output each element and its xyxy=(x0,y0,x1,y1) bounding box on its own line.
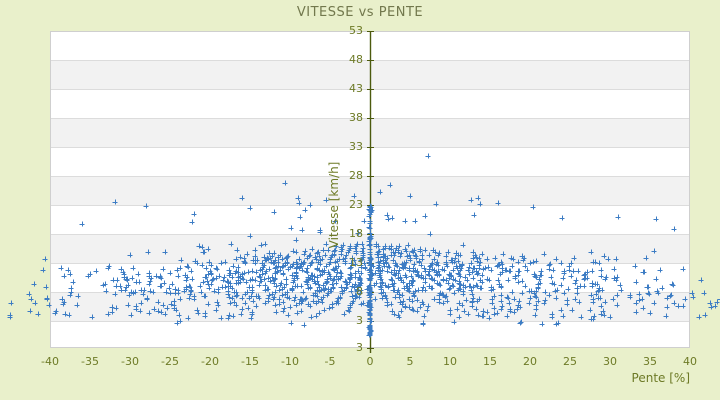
x-axis-label: Pente [%] xyxy=(631,371,690,385)
chart-title: VITESSE vs PENTE xyxy=(296,5,424,20)
y-tick-label: 23 xyxy=(349,198,363,211)
x-tick-label: 0 xyxy=(366,355,374,368)
x-tick-label: -15 xyxy=(241,355,259,368)
y-tick-label: 3 xyxy=(356,314,363,327)
x-tick-label: -40 xyxy=(41,355,59,368)
x-tick-label: 5 xyxy=(406,355,414,368)
x-tick-label: -35 xyxy=(81,355,99,368)
x-tick-label: -10 xyxy=(281,355,299,368)
y-tick-label: 33 xyxy=(349,140,363,153)
y-tick-label: 48 xyxy=(349,53,363,66)
y-tick-label: 53 xyxy=(349,24,363,37)
y-tick-label: 18 xyxy=(349,227,363,240)
x-tick-label: 25 xyxy=(563,355,577,368)
x-tick-label: -30 xyxy=(121,355,139,368)
x-tick-label: 40 xyxy=(683,355,697,368)
y-axis-end-label: 3 xyxy=(356,341,363,354)
x-tick-label: 35 xyxy=(643,355,657,368)
x-tick-label: 20 xyxy=(523,355,537,368)
x-tick-label: -20 xyxy=(201,355,219,368)
x-tick-label: 30 xyxy=(603,355,617,368)
x-tick-label: 10 xyxy=(443,355,457,368)
x-tick-label: 15 xyxy=(483,355,497,368)
y-tick-label: 28 xyxy=(349,169,363,182)
y-tick-label: 8 xyxy=(356,285,363,298)
x-tick-label: -25 xyxy=(161,355,179,368)
y-tick-label: 43 xyxy=(349,82,363,95)
y-tick-label: 13 xyxy=(349,256,363,269)
x-tick-label: -5 xyxy=(324,355,336,368)
y-tick-label: 38 xyxy=(349,111,363,124)
